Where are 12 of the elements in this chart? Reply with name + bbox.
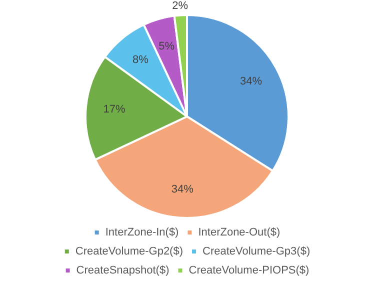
legend-label: CreateVolume-Gp3($) (202, 246, 310, 258)
data-label: 2% (172, 0, 188, 12)
legend-label: InterZone-Out($) (198, 226, 280, 239)
legend-label: CreateSnapshot($) (76, 264, 170, 277)
data-label: 5% (158, 40, 175, 52)
data-label: 34% (171, 183, 194, 196)
legend-label: CreateVolume-PIOPS($) (188, 264, 310, 277)
data-label: 17% (103, 104, 126, 116)
legend-label: CreateVolume-Gp2($) (75, 246, 184, 258)
legend-label: InterZone-In($) (105, 226, 179, 239)
data-label: 34% (240, 75, 262, 88)
data-label: 8% (132, 54, 149, 66)
